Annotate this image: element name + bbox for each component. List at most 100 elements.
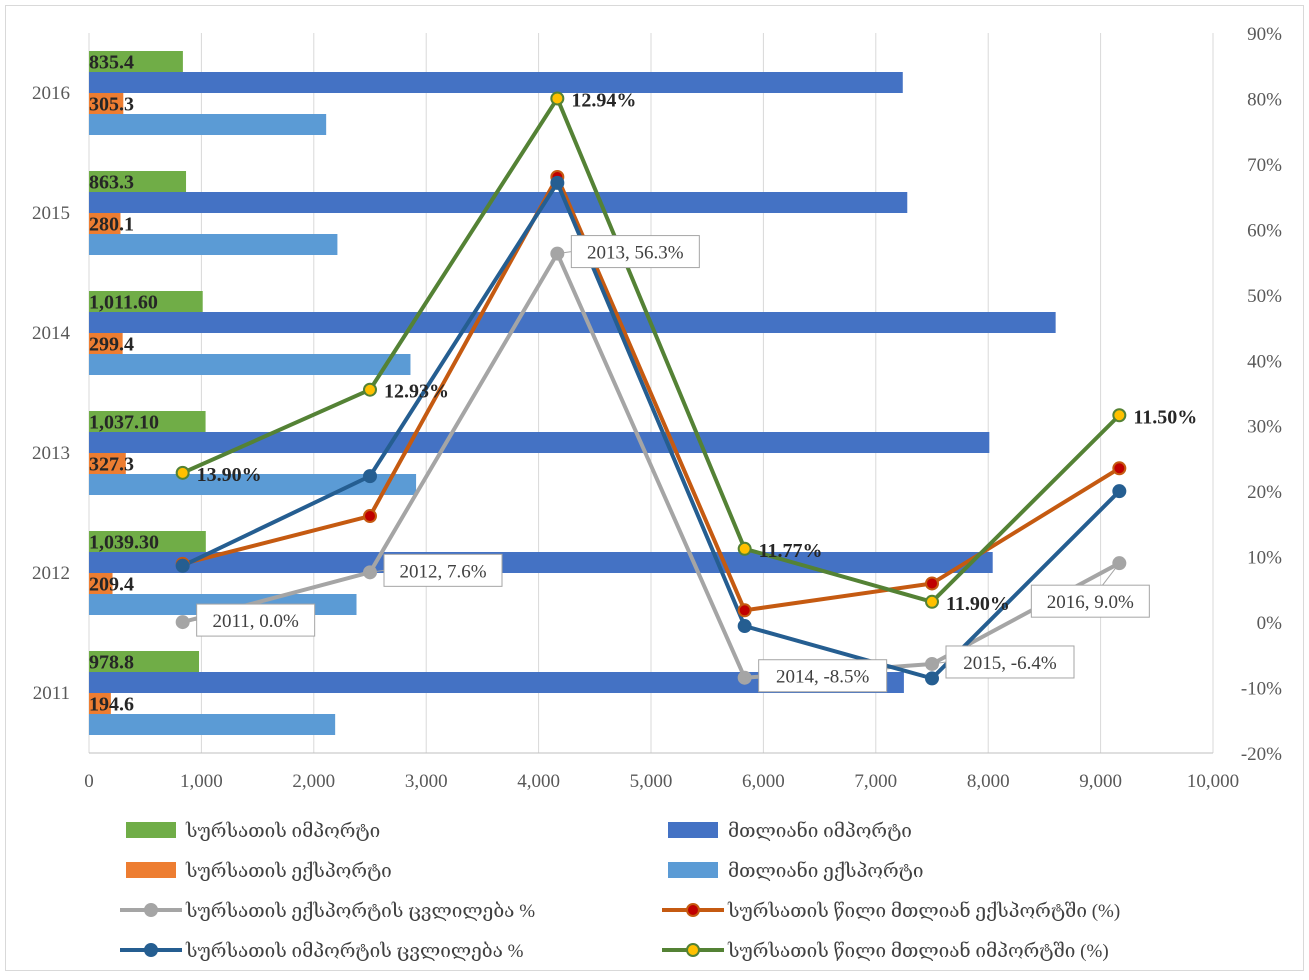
bar-food_import-2015 (89, 171, 187, 192)
point-import_change-2012 (363, 469, 377, 484)
point-export_share-2014 (737, 603, 752, 618)
x-tick-label: 2,000 (292, 771, 335, 792)
x-tick-label: 4,000 (517, 771, 560, 792)
y2-tick-label: 30% (1247, 417, 1282, 438)
y2-tick-label: 90% (1247, 24, 1282, 45)
x-tick-label: 1,000 (180, 771, 223, 792)
year-label: 2015 (32, 203, 70, 224)
legend-item-export_change: სურსათის ექსპორტის ცვლილება % (120, 901, 535, 922)
legend-label-total_import: მთლიანი იმპორტი (728, 820, 912, 842)
bar-food_import-2013 (89, 411, 206, 432)
legend-label-export_change: სურსათის ექსპორტის ცვლილება % (185, 901, 535, 922)
year-label: 2013 (32, 443, 70, 464)
bar-total_import-2011 (89, 672, 904, 693)
bar-series-food_import (89, 51, 206, 672)
bar-series-food_export (89, 93, 126, 714)
point-import_share-2014 (737, 541, 752, 556)
bar-total_import-2016 (89, 72, 903, 93)
legend-marker-export_change (144, 903, 158, 917)
callout-leader (182, 619, 197, 623)
point-export_share-2015 (925, 576, 939, 591)
point-import_change-2011 (175, 558, 190, 573)
y2-tick-label: 70% (1247, 155, 1282, 176)
legend-label-food_export: სურსათის ექსპორტი (185, 861, 392, 882)
share-data-label: 13.90% (197, 464, 262, 486)
bar-data-label: 1,039.30 (89, 532, 159, 554)
bar-total_import-2015 (89, 192, 908, 213)
bar-data-label: 1,037.10 (89, 412, 159, 434)
y2-tick-label: 80% (1247, 89, 1282, 110)
share-data-label: 12.93% (384, 381, 449, 403)
bar-total_export-2013 (89, 474, 417, 495)
callout-box (945, 645, 1075, 679)
point-import_share-2011 (175, 465, 190, 480)
callout-box (1030, 584, 1150, 618)
callout-box (196, 603, 316, 637)
bar-food_import-2011 (89, 651, 200, 672)
legend-item-food_import: სურსათის იმპორტი (126, 821, 380, 842)
bar-data-label: 1,011.60 (89, 292, 158, 314)
y2-tick-label: 40% (1247, 351, 1282, 372)
legend-swatch-total_import (668, 822, 718, 838)
bar-total_export-2011 (89, 714, 336, 735)
callout-label: 2014, -8.5% (776, 667, 870, 688)
legend-label-total_export: მთლიანი ექსპორტი (728, 860, 923, 882)
point-import_change-2014 (737, 619, 752, 634)
year-label: 2012 (32, 563, 70, 584)
point-export_share-2012 (363, 509, 377, 524)
callout-leader (931, 661, 947, 665)
point-import_change-2016 (1112, 484, 1127, 499)
line-import_share (181, 96, 1121, 604)
x-tick-label: 6,000 (742, 771, 785, 792)
bar-data-label: 194.6 (89, 694, 134, 716)
bar-data-label: 209.4 (89, 574, 134, 596)
bar-food_import-2014 (89, 291, 203, 312)
legend-label-import_share: სურსათის წილი მთლიან იმპორტში (%) (727, 940, 1109, 962)
callout-label: 2016, 9.0% (1047, 592, 1134, 613)
bar-total_import-2012 (89, 552, 993, 573)
bar-data-label: 863.3 (89, 172, 134, 194)
bar-total_import-2014 (89, 312, 1056, 333)
callout-label: 2012, 7.6% (399, 561, 486, 582)
legend-item-food_export: სურსათის ექსპორტი (126, 861, 392, 882)
bar-food_import-2016 (89, 51, 183, 72)
line-export_share (182, 175, 1121, 613)
share-data-label: 11.77% (759, 540, 823, 562)
x-tick-label: 7,000 (854, 771, 897, 792)
bar-data-label: 327.3 (89, 454, 134, 476)
legend-item-export_share: სურსათის წილი მთლიან ექსპორტში (%) (662, 900, 1120, 922)
point-export_share-2016 (1112, 461, 1127, 476)
bar-data-label: 280.1 (89, 214, 134, 236)
year-label: 2016 (32, 83, 70, 104)
x-tick-label: 5,000 (630, 771, 673, 792)
share-data-label: 11.90% (946, 593, 1010, 615)
bar-data-label: 305.3 (89, 94, 134, 116)
bar-total_export-2015 (89, 234, 338, 255)
callout-leader (369, 569, 385, 573)
bar-food_export-2015 (89, 213, 121, 234)
year-label: 2014 (32, 323, 71, 344)
legend-label-food_import: სურსათის იმპორტი (185, 821, 380, 842)
callout-box (383, 553, 503, 587)
bar-food_export-2014 (89, 333, 123, 354)
x-tick-label: 10,000 (1187, 771, 1239, 792)
bar-food_export-2012 (89, 573, 113, 594)
y2-tick-label: 0% (1257, 613, 1283, 634)
share-data-label: 12.94% (571, 89, 636, 111)
y2-tick-label: -20% (1241, 744, 1282, 765)
x-tick-label: 9,000 (1079, 771, 1122, 792)
point-import_change-2013 (550, 175, 565, 190)
legend-item-total_export: მთლიანი ექსპორტი (668, 860, 923, 882)
bar-total_export-2016 (89, 114, 327, 135)
callout-box (570, 235, 700, 269)
legend-marker-import_change (144, 943, 158, 957)
bar-data-label: 835.4 (89, 52, 134, 74)
x-tick-label: 8,000 (967, 771, 1010, 792)
year-label: 2011 (33, 683, 70, 704)
callout-label: 2013, 56.3% (587, 243, 684, 264)
bar-food_export-2011 (89, 693, 111, 714)
bar-data-label: 299.4 (89, 334, 134, 356)
point-import_share-2016 (1112, 408, 1127, 423)
callout-label: 2011, 0.0% (212, 611, 299, 632)
